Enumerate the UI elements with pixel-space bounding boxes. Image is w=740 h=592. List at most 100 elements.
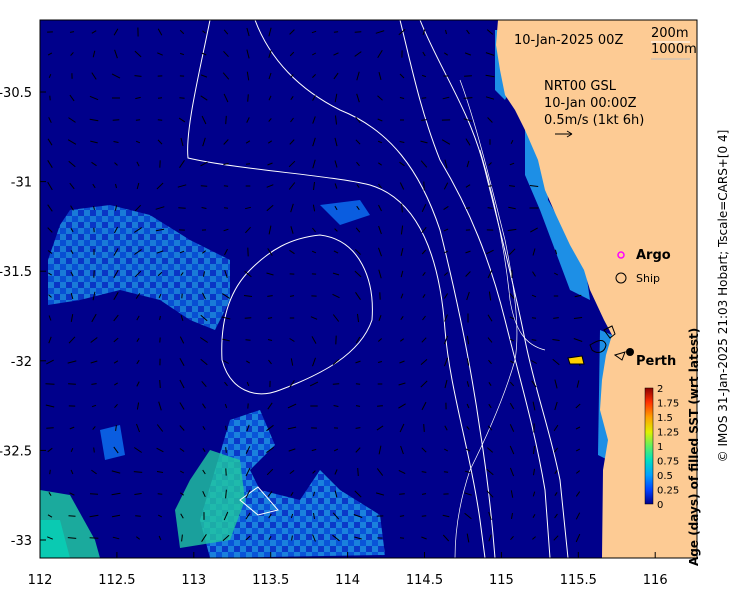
current-arrow	[70, 271, 74, 277]
current-arrow	[200, 314, 208, 322]
current-arrow	[49, 469, 51, 475]
current-arrow	[554, 470, 558, 474]
current-arrow	[333, 72, 339, 80]
current-arrow	[133, 471, 143, 473]
current-arrow	[245, 535, 251, 541]
current-arrow	[179, 336, 185, 344]
current-arrow	[289, 139, 295, 145]
y-tick-label: -32	[11, 355, 32, 370]
current-arrow	[312, 137, 316, 147]
current-arrow	[47, 204, 53, 212]
current-arrow	[378, 445, 382, 455]
current-arrow	[531, 360, 537, 364]
legend-200m: 200m	[651, 26, 688, 41]
current-arrow	[508, 206, 516, 210]
current-arrow	[115, 424, 117, 432]
current-arrow	[355, 227, 361, 233]
current-arrow	[486, 490, 494, 498]
current-arrow	[400, 293, 404, 299]
current-arrow	[156, 424, 164, 432]
current-arrow	[443, 335, 449, 345]
current-arrow	[576, 380, 580, 388]
current-arrow	[334, 205, 338, 211]
current-arrow	[89, 118, 99, 122]
current-arrow	[355, 360, 361, 364]
current-arrow	[89, 95, 99, 101]
current-arrow	[444, 425, 448, 431]
current-arrow	[354, 270, 362, 278]
legend-1000m: 1000m	[651, 42, 697, 57]
current-arrow	[488, 382, 492, 386]
current-arrow	[266, 272, 274, 276]
current-arrow	[533, 468, 535, 476]
current-arrow	[290, 74, 294, 78]
current-arrow	[114, 205, 118, 211]
current-arrow	[136, 315, 140, 321]
x-tick-label: 112.5	[98, 573, 135, 588]
perth-marker-icon	[626, 348, 634, 356]
current-arrow	[553, 272, 559, 276]
current-arrow	[355, 336, 361, 344]
current-arrow	[509, 162, 515, 166]
current-arrow	[113, 314, 119, 322]
current-arrow	[466, 160, 470, 168]
current-arrow	[266, 204, 274, 212]
current-arrow	[554, 379, 558, 389]
current-arrow	[399, 73, 405, 79]
current-arrow	[243, 295, 253, 297]
current-arrow	[134, 227, 142, 233]
current-arrow	[201, 115, 207, 125]
current-arrow	[507, 228, 517, 232]
current-arrow	[266, 468, 274, 476]
current-arrow	[92, 291, 96, 301]
current-arrow	[422, 294, 426, 298]
current-arrow	[399, 161, 405, 167]
y-tick-label: -30.5	[0, 86, 32, 101]
current-arrow	[575, 512, 581, 520]
current-arrow	[398, 28, 406, 36]
current-arrow	[157, 97, 163, 99]
current-arrow	[179, 448, 185, 452]
current-arrow	[334, 160, 338, 168]
current-arrow	[486, 29, 494, 35]
current-arrow	[157, 28, 163, 36]
x-axis: 112 112.5 113 113.5 114 114.5 115 115.5 116	[28, 552, 668, 588]
current-arrow	[245, 512, 251, 520]
current-arrow	[332, 359, 340, 365]
current-arrow	[266, 184, 274, 188]
current-arrow	[113, 269, 119, 279]
current-arrow	[155, 228, 165, 232]
current-arrow	[90, 140, 98, 144]
x-tick-label: 112	[28, 573, 53, 588]
current-arrow	[531, 339, 537, 341]
current-arrow	[334, 183, 338, 189]
y-tick-label: -33	[11, 534, 32, 549]
current-arrow	[159, 315, 161, 321]
current-arrow	[202, 137, 206, 147]
current-arrow	[287, 426, 297, 430]
current-arrow	[47, 250, 53, 254]
current-arrow	[312, 116, 316, 124]
current-arrow	[135, 96, 141, 100]
perth-coastline	[567, 325, 626, 365]
current-arrow	[135, 140, 141, 144]
current-arrow	[421, 471, 427, 473]
current-arrow	[466, 29, 470, 35]
current-arrow	[246, 381, 250, 387]
current-arrow	[420, 160, 428, 168]
current-arrow	[378, 315, 382, 321]
current-arrow	[202, 30, 206, 34]
current-arrow	[223, 93, 229, 103]
current-arrow	[179, 470, 185, 474]
current-arrow	[464, 492, 472, 496]
current-arrow	[289, 295, 295, 297]
current-arrow	[356, 184, 360, 188]
current-arrow	[69, 31, 75, 33]
current-arrow	[267, 248, 273, 256]
current-arrow	[400, 270, 404, 278]
current-arrow	[156, 182, 164, 190]
current-arrow	[266, 424, 274, 432]
x-tick-label: 114.5	[406, 573, 443, 588]
argo-marker-icon	[617, 251, 625, 259]
